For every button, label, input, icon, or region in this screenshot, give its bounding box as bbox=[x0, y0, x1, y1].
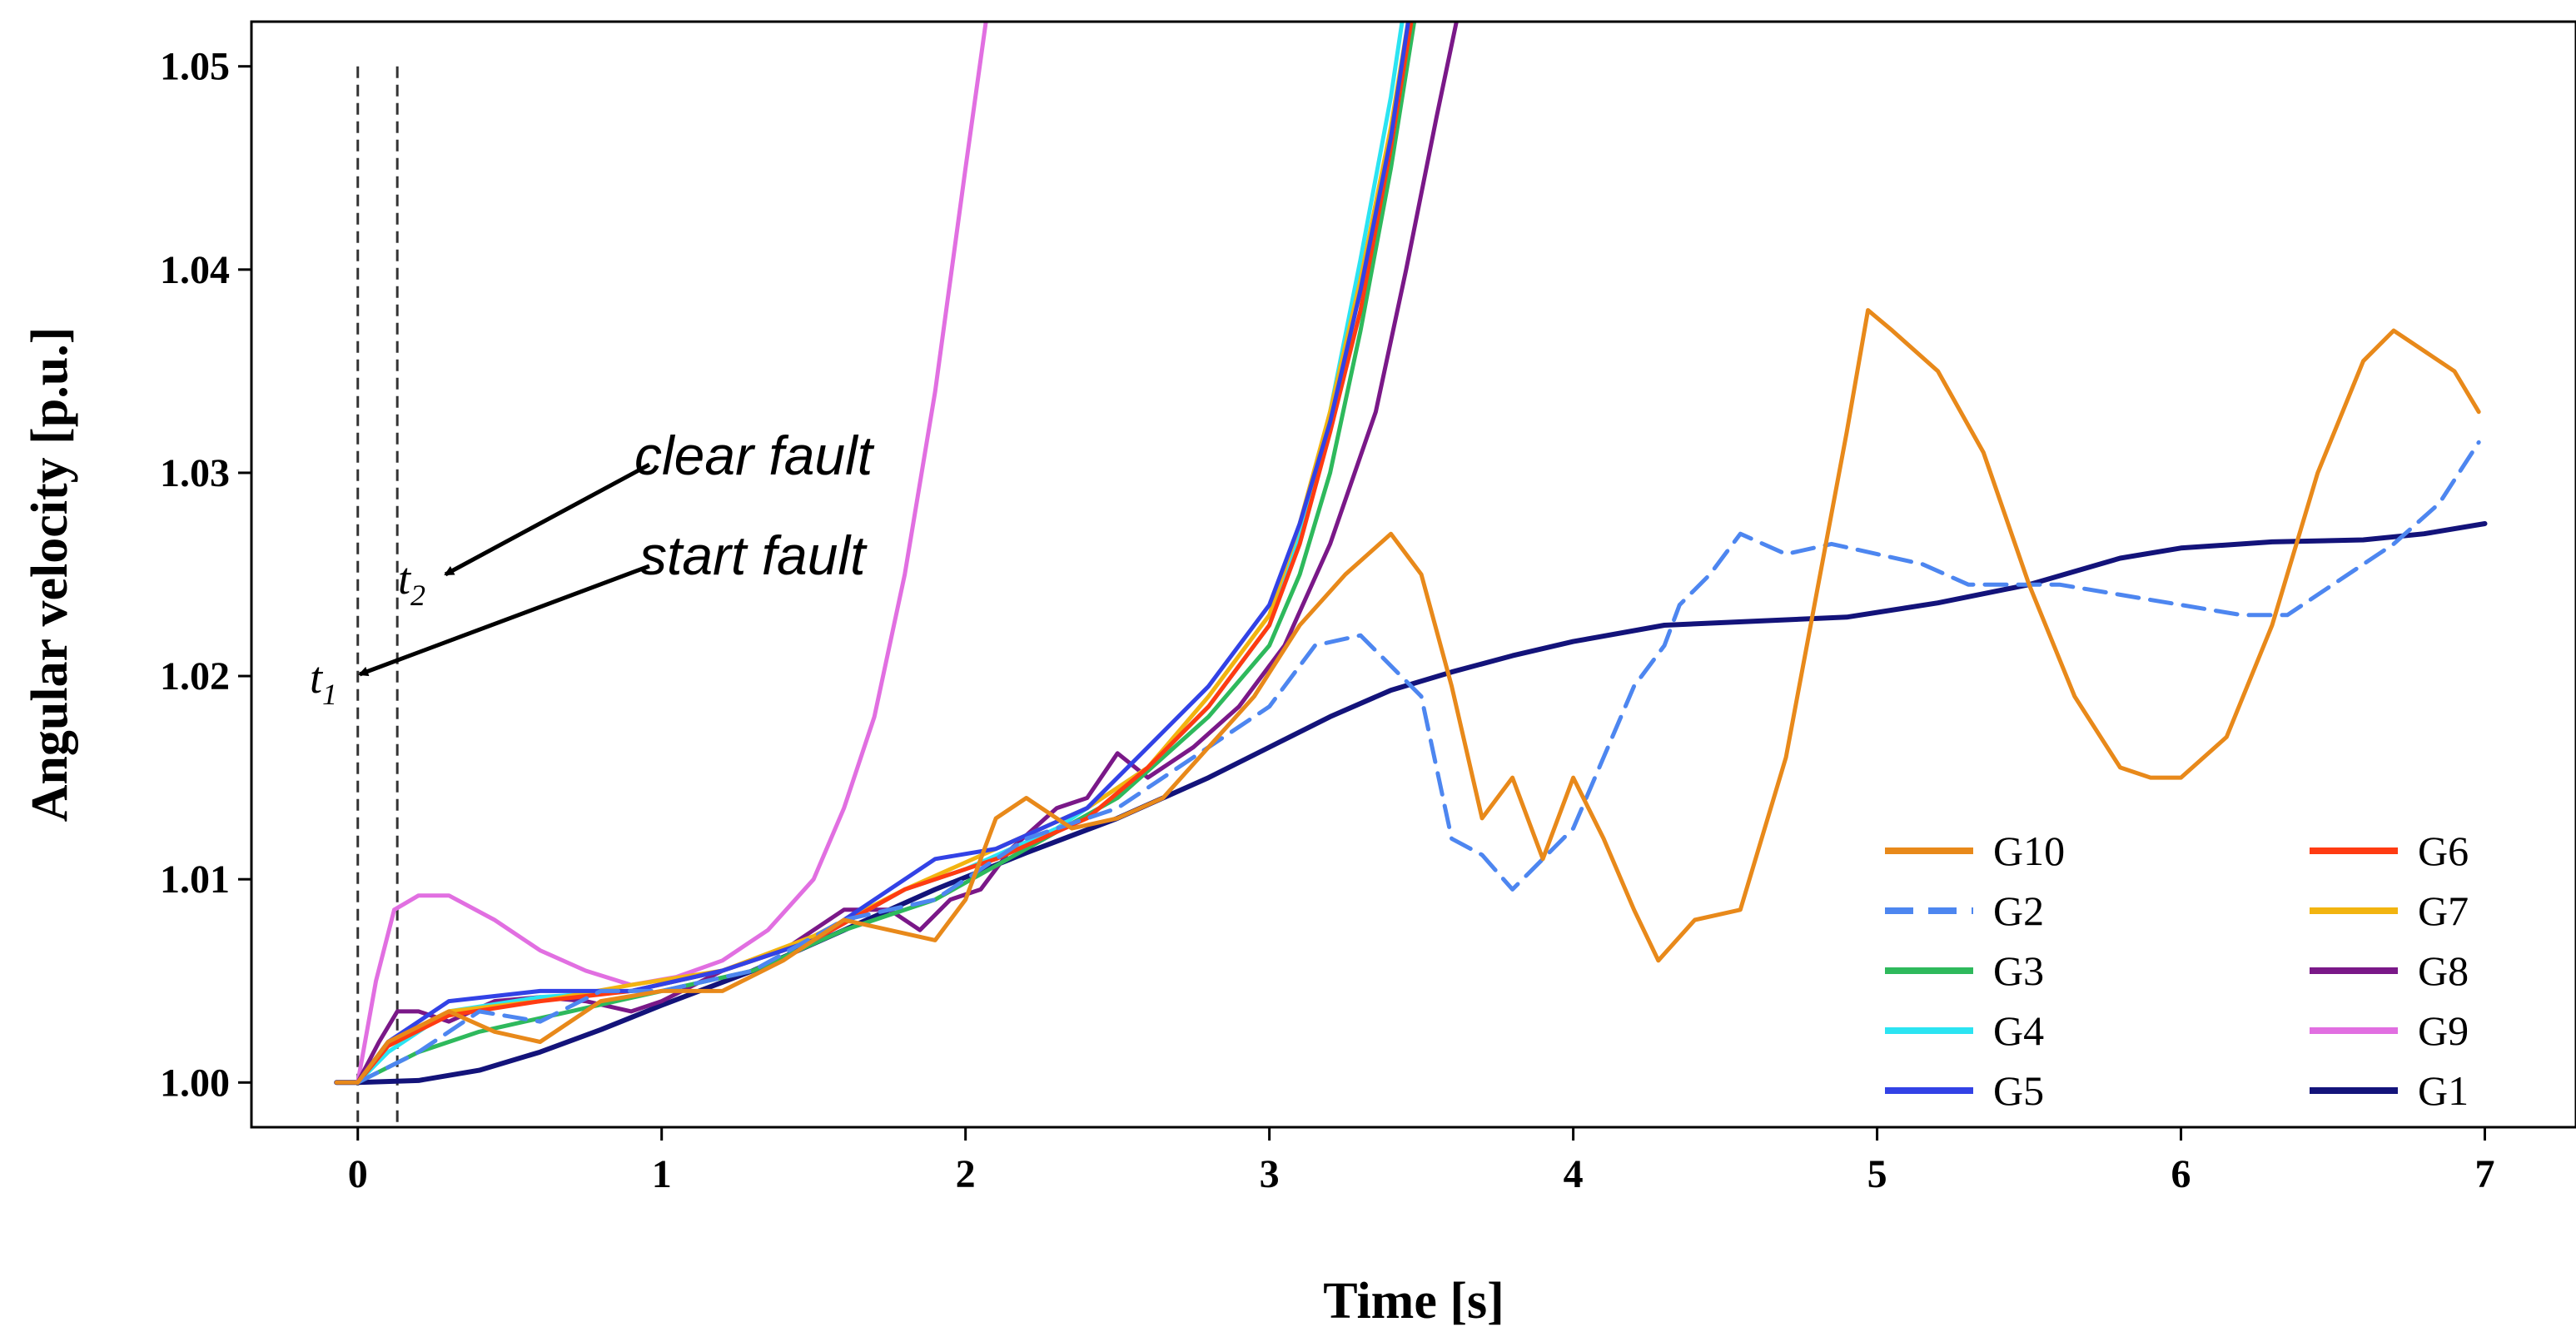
t1-label: t1 bbox=[310, 653, 337, 711]
legend: G10 G2 G3 G4 G5 G6 G7 G8 G9 G1 bbox=[1885, 828, 2469, 1114]
series-line-g7 bbox=[356, 22, 1410, 1085]
y-axis: 1.00 1.01 1.02 1.03 1.04 1.05 bbox=[160, 45, 251, 1105]
y-tick-label: 1.04 bbox=[160, 248, 230, 292]
x-axis: 0 1 2 3 4 5 6 7 bbox=[348, 1127, 2495, 1196]
legend-label-g8: G8 bbox=[2418, 947, 2469, 994]
y-tick-label: 1.01 bbox=[160, 857, 230, 902]
legend-label-g5: G5 bbox=[1993, 1067, 2044, 1114]
x-tick-label: 6 bbox=[2171, 1152, 2191, 1196]
y-axis-title: Angular velocity [p.u.] bbox=[22, 327, 78, 823]
series-line-g10 bbox=[334, 308, 2481, 1085]
clear-fault-label: clear fault bbox=[634, 425, 875, 486]
series-line-g4 bbox=[356, 22, 1405, 1085]
x-tick-label: 1 bbox=[652, 1152, 672, 1196]
t2-label: t2 bbox=[398, 554, 425, 612]
y-tick-label: 1.03 bbox=[160, 451, 230, 495]
legend-label-g2: G2 bbox=[1993, 887, 2044, 934]
x-tick-label: 4 bbox=[1564, 1152, 1584, 1196]
start-fault-arrow bbox=[358, 564, 650, 677]
x-tick-label: 7 bbox=[2475, 1152, 2495, 1196]
clear-fault-arrow bbox=[444, 462, 651, 577]
legend-label-g4: G4 bbox=[1993, 1007, 2044, 1054]
legend-label-g9: G9 bbox=[2418, 1007, 2469, 1054]
series-line-g3 bbox=[356, 22, 1417, 1085]
legend-label-g1: G1 bbox=[2418, 1067, 2469, 1114]
series-line-g1 bbox=[334, 521, 2488, 1086]
series-lines bbox=[334, 22, 2488, 1086]
plot-frame bbox=[250, 20, 2576, 1129]
x-tick-label: 2 bbox=[956, 1152, 976, 1196]
fault-markers bbox=[356, 66, 399, 1127]
legend-label-g10: G10 bbox=[1993, 828, 2065, 874]
y-tick-label: 1.02 bbox=[160, 654, 230, 698]
start-fault-label: start fault bbox=[639, 524, 868, 586]
y-tick-label: 1.05 bbox=[160, 45, 230, 89]
series-line-g6 bbox=[356, 22, 1414, 1085]
x-axis-title: Time [s] bbox=[1323, 1273, 1504, 1330]
x-tick-label: 5 bbox=[1867, 1152, 1887, 1196]
series-line-g5 bbox=[356, 22, 1410, 1085]
annotations: clear fault start fault t1 t2 bbox=[310, 425, 875, 711]
y-tick-label: 1.00 bbox=[160, 1061, 230, 1105]
legend-label-g6: G6 bbox=[2418, 828, 2469, 874]
legend-label-g7: G7 bbox=[2418, 887, 2469, 934]
x-tick-label: 3 bbox=[1260, 1152, 1280, 1196]
x-tick-label: 0 bbox=[348, 1152, 368, 1196]
legend-label-g3: G3 bbox=[1993, 947, 2044, 994]
